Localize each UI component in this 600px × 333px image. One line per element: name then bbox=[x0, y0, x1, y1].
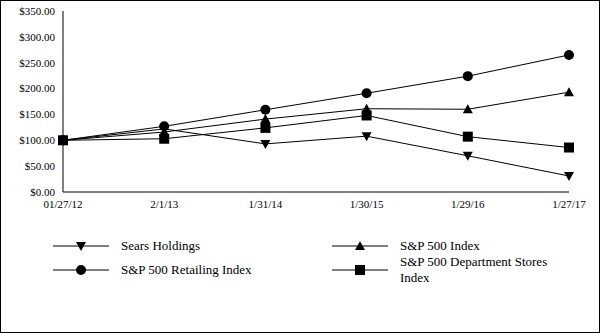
html-text:S&P 500 Index: S&P 500 Index bbox=[400, 238, 480, 253]
svg-text:2/1/13: 2/1/13 bbox=[150, 198, 179, 210]
svg-text:$300.00: $300.00 bbox=[19, 31, 55, 43]
svg-text:$250.00: $250.00 bbox=[19, 57, 55, 69]
svg-text:$200.00: $200.00 bbox=[19, 82, 55, 94]
svg-text:1/30/15: 1/30/15 bbox=[350, 198, 384, 210]
html-text:Sears Holdings: Sears Holdings bbox=[121, 238, 201, 253]
svg-text:$50.00: $50.00 bbox=[25, 160, 56, 172]
svg-text:$350.00: $350.00 bbox=[19, 5, 55, 17]
svg-text:1/29/16: 1/29/16 bbox=[451, 198, 485, 210]
svg-text:01/27/12: 01/27/12 bbox=[43, 198, 82, 210]
html-text:S&P 500 Retailing Index: S&P 500 Retailing Index bbox=[121, 262, 252, 277]
svg-text:$150.00: $150.00 bbox=[19, 108, 55, 120]
svg-text:1/31/14: 1/31/14 bbox=[249, 198, 283, 210]
svg-text:1/27/17: 1/27/17 bbox=[552, 198, 586, 210]
svg-text:$0.00: $0.00 bbox=[30, 186, 55, 198]
html-text:S&P 500 Department Stores Inde: S&P 500 Department Stores Index bbox=[400, 254, 548, 285]
svg-text:$100.00: $100.00 bbox=[19, 134, 55, 146]
